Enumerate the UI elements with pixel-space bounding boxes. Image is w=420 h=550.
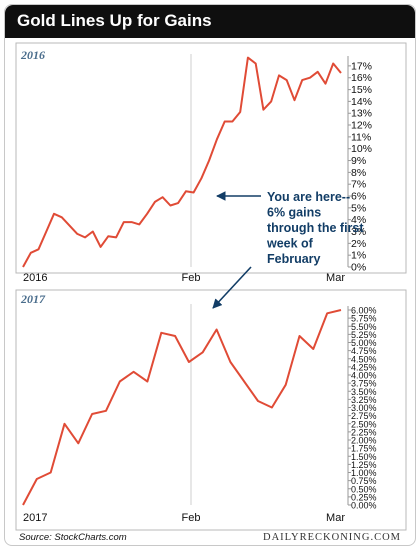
- series-line: [22, 309, 342, 506]
- x-tick-label: 2017: [23, 512, 47, 524]
- y-tick-label: 0.50%: [351, 484, 377, 494]
- y-tick-label: 1.25%: [351, 460, 377, 470]
- y-tick-label: 0.00%: [351, 501, 377, 511]
- y-tick-label: 10%: [351, 143, 372, 155]
- annotation-line-5: February: [267, 252, 321, 266]
- y-tick-label: 12%: [351, 120, 372, 132]
- y-tick-label: 5.25%: [351, 330, 377, 340]
- y-tick-label: 0%: [351, 262, 366, 274]
- annotation-line-3: through the first: [267, 221, 364, 235]
- panel-year-label: 2016: [20, 48, 45, 62]
- y-tick-label: 3.50%: [351, 387, 377, 397]
- y-tick-label: 16%: [351, 72, 372, 84]
- y-tick-label: 0.25%: [351, 492, 377, 502]
- x-tick-label: Feb: [182, 272, 201, 284]
- y-tick-label: 13%: [351, 108, 372, 120]
- y-tick-label: 4.50%: [351, 354, 377, 364]
- y-tick-label: 5.00%: [351, 338, 377, 348]
- chart-frame: Gold Lines Up for Gains 2016 0% 1% 2% 3% 4% 5%…: [4, 4, 416, 546]
- y-tick-label: 2.75%: [351, 411, 377, 421]
- y-tick-label: 4%: [351, 214, 366, 226]
- annotation-line-4: week of: [266, 237, 314, 251]
- panel-border-2016: [15, 42, 407, 274]
- y-tick-label: 1%: [351, 250, 366, 262]
- chart-title: Gold Lines Up for Gains: [17, 11, 212, 30]
- y-tick-label: 5%: [351, 202, 366, 214]
- y-tick-label: 3.00%: [351, 403, 377, 413]
- y-tick-label: 5.50%: [351, 322, 377, 332]
- y-tick-label: 4.25%: [351, 362, 377, 372]
- x-tick-label: Mar: [326, 272, 345, 284]
- y-tick-label: 6%: [351, 191, 366, 203]
- y-tick-label: 3%: [351, 226, 366, 238]
- chart-canvas: 20160%1%2%3%4%5%6%7%8%9%10%11%12%13%14%1…: [15, 42, 407, 543]
- panel-border-2017: [15, 289, 407, 531]
- header-bar: Gold Lines Up for Gains: [5, 5, 415, 38]
- x-tick-label: Mar: [326, 512, 345, 524]
- brand-logo: DAILYRECKONING.COM: [263, 532, 401, 543]
- series-line: [22, 56, 342, 268]
- annotation-line-1: You are here--: [267, 190, 350, 204]
- y-tick-label: 3.25%: [351, 395, 377, 405]
- source-label: Source: StockCharts.com: [19, 532, 127, 543]
- y-tick-label: 2.25%: [351, 427, 377, 437]
- y-tick-label: 4.00%: [351, 371, 377, 381]
- y-tick-label: 8%: [351, 167, 366, 179]
- y-tick-label: 1.00%: [351, 468, 377, 478]
- y-tick-label: 6.00%: [351, 306, 377, 316]
- y-tick-label: 11%: [351, 131, 371, 143]
- y-tick-label: 5.75%: [351, 314, 377, 324]
- y-tick-label: 14%: [351, 96, 372, 108]
- y-tick-label: 17%: [351, 60, 372, 72]
- y-tick-label: 9%: [351, 155, 366, 167]
- x-tick-label: 2016: [23, 272, 47, 284]
- y-tick-label: 1.50%: [351, 452, 377, 462]
- y-tick-label: 4.75%: [351, 346, 377, 356]
- annotation-arrow-2017: [212, 266, 252, 309]
- y-tick-label: 1.75%: [351, 444, 377, 454]
- y-tick-label: 3.75%: [351, 379, 377, 389]
- y-tick-label: 15%: [351, 84, 372, 96]
- y-tick-label: 7%: [351, 179, 366, 191]
- y-tick-label: 2%: [351, 238, 366, 250]
- y-tick-label: 2.00%: [351, 436, 377, 446]
- panel-year-label: 2017: [20, 292, 46, 306]
- y-tick-label: 2.50%: [351, 419, 377, 429]
- y-tick-label: 0.75%: [351, 476, 377, 486]
- annotation-line-2: 6% gains: [267, 206, 321, 220]
- x-tick-label: Feb: [182, 512, 201, 524]
